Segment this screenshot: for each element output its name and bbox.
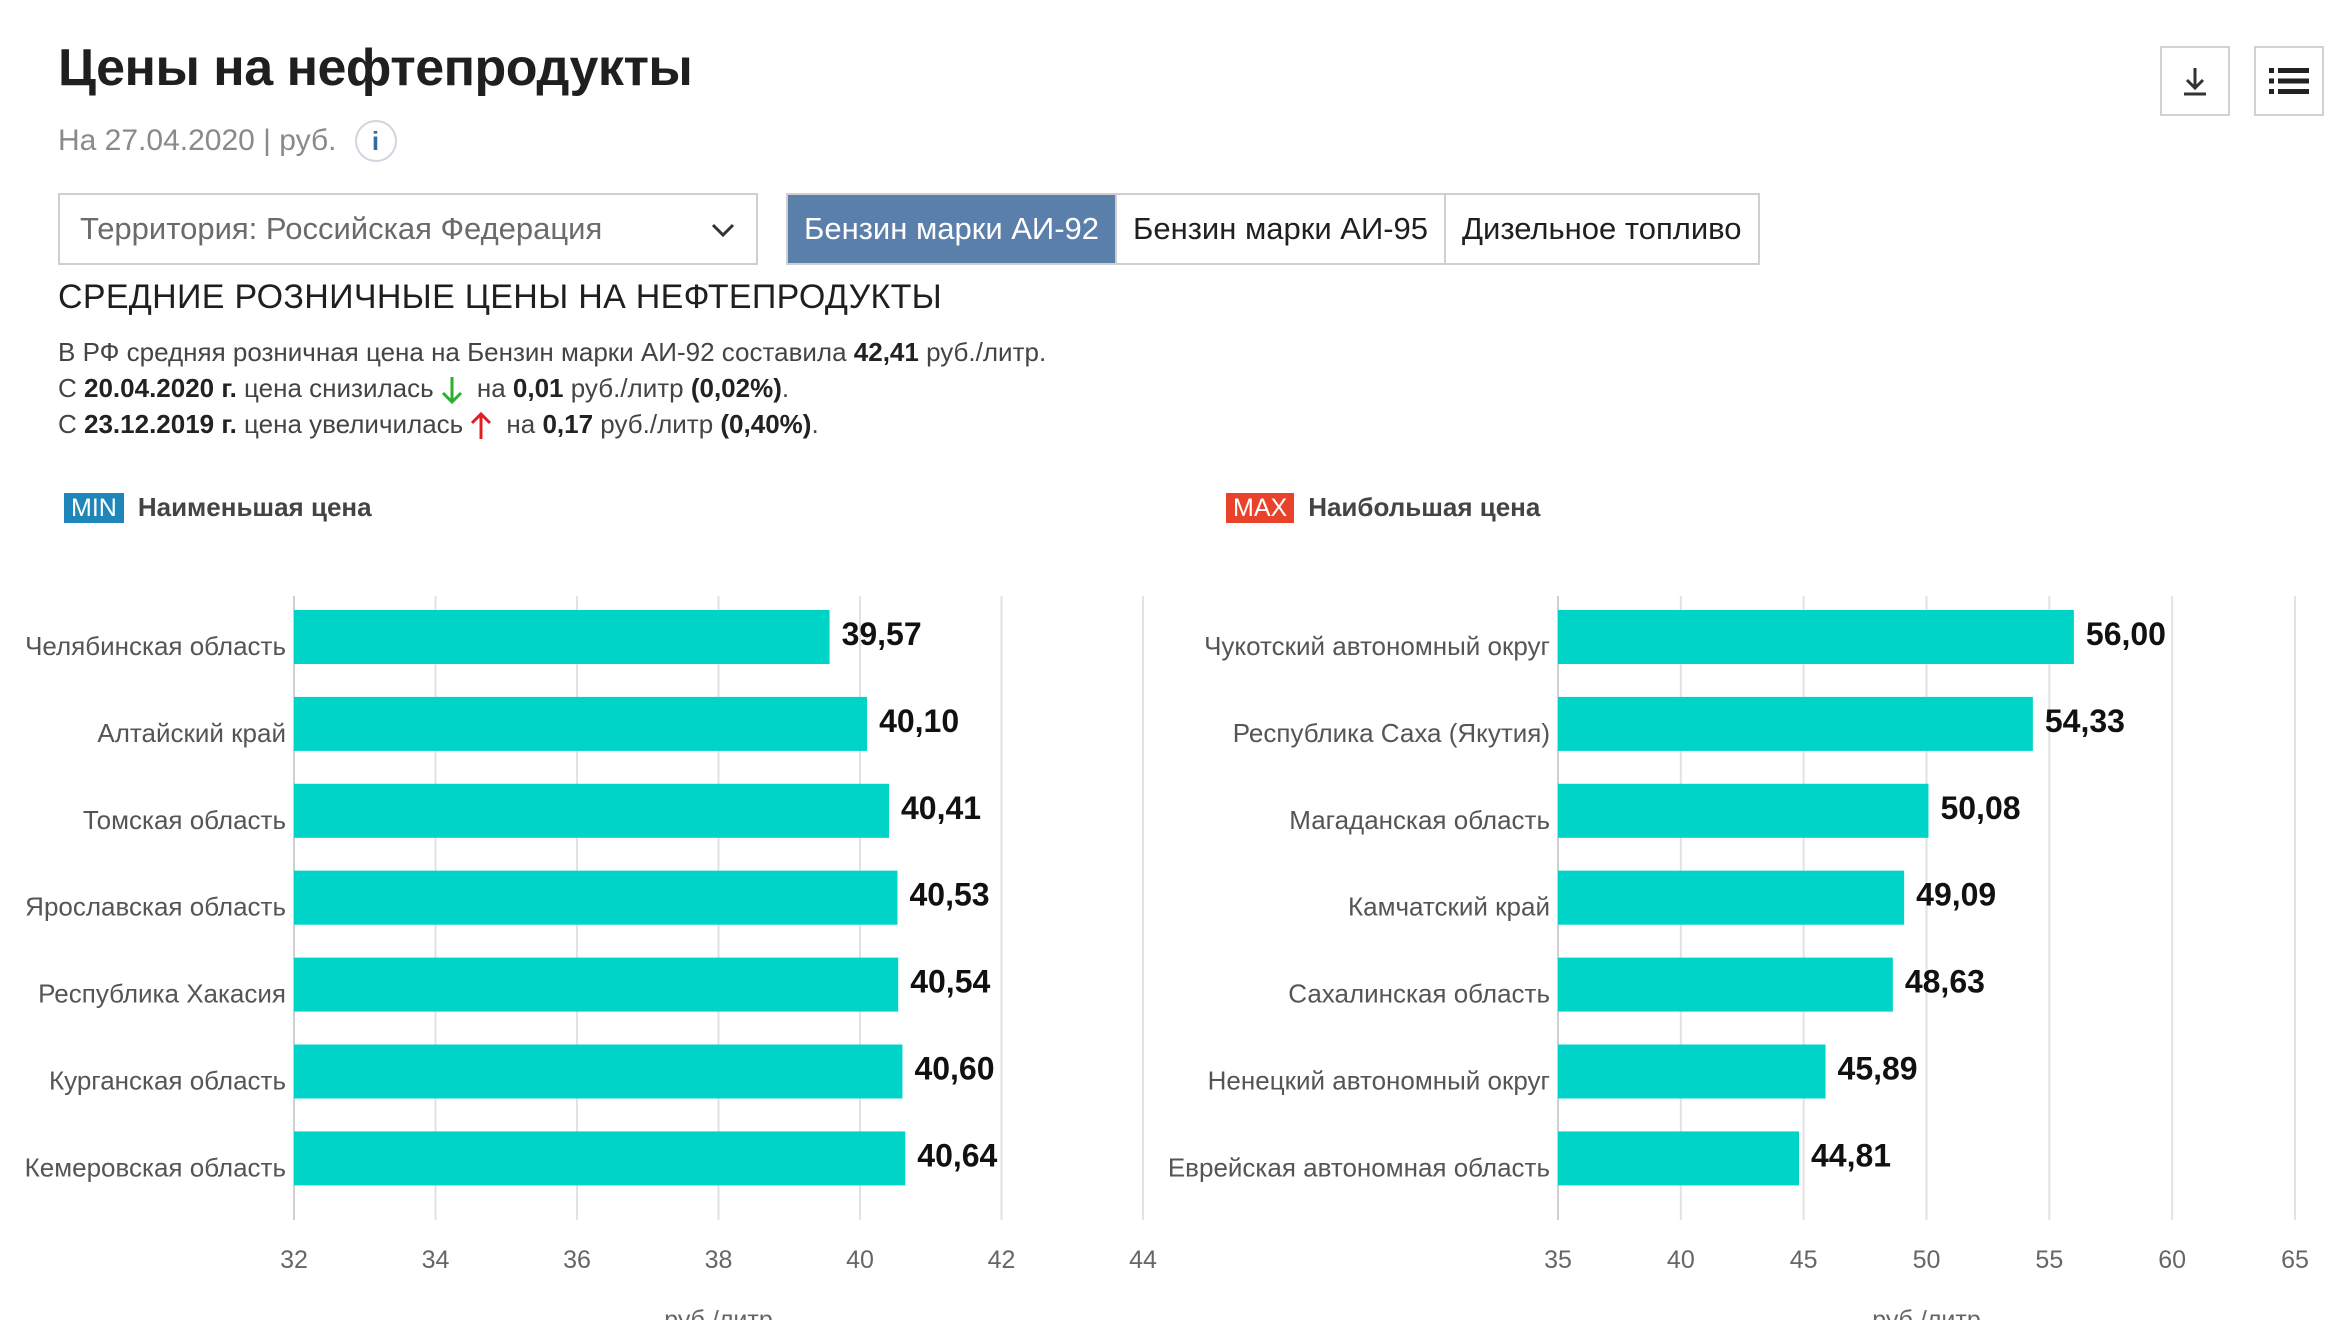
arrow-up-icon — [471, 412, 492, 440]
min-chart-value-label: 40,64 — [917, 1137, 997, 1173]
max-chart-category-label: Ненецкий автономный округ — [1208, 1066, 1550, 1096]
download-icon — [2184, 68, 2206, 96]
max-chart-category-label: Республика Саха (Якутия) — [1233, 718, 1550, 748]
tab-ai-92[interactable]: Бензин марки АИ-92 — [788, 195, 1118, 263]
min-chart-bar[interactable] — [294, 610, 830, 664]
legend-max: MAX Наибольшая цена — [1226, 492, 1540, 523]
min-chart-bar[interactable] — [294, 870, 898, 925]
max-chart-tick-label: 45 — [1790, 1246, 1818, 1274]
min-chart-tick-label: 36 — [563, 1246, 591, 1274]
max-chart-value-label: 50,08 — [1940, 790, 2020, 826]
max-chart-tick-label: 60 — [2158, 1246, 2186, 1274]
min-chart-bar[interactable] — [294, 1044, 903, 1099]
min-chart-category-label: Республика Хакасия — [38, 979, 286, 1009]
min-chart-tick-label: 32 — [280, 1246, 308, 1274]
min-chart-bar[interactable] — [294, 1131, 906, 1186]
page-title: Цены на нефтепродукты — [58, 39, 693, 97]
territory-select[interactable]: Территория: Российская Федерация — [58, 193, 758, 265]
max-chart-tick-label: 55 — [2035, 1246, 2063, 1274]
max-chart-value-label: 54,33 — [2045, 703, 2125, 739]
min-chart-tick-label: 42 — [988, 1246, 1016, 1274]
max-chart-category-label: Сахалинская область — [1288, 979, 1550, 1009]
min-badge: MIN — [64, 492, 124, 523]
min-chart-bar[interactable] — [294, 696, 868, 751]
section-heading: СРЕДНИЕ РОЗНИЧНЫЕ ЦЕНЫ НА НЕФТЕПРОДУКТЫ — [58, 278, 943, 316]
max-chart-category-label: Камчатский край — [1348, 892, 1550, 922]
page-subtitle: На 27.04.2020 | руб. i — [58, 120, 397, 162]
legend-min: MIN Наименьшая цена — [64, 492, 372, 523]
min-chart-bar[interactable] — [294, 957, 899, 1012]
max-badge: MAX — [1226, 492, 1295, 523]
max-chart-value-label: 56,00 — [2086, 616, 2166, 652]
tab-ai-95[interactable]: Бензин марки АИ-95 — [1117, 195, 1447, 263]
tab-diesel[interactable]: Дизельное топливо — [1462, 211, 1742, 246]
max-price-chart: 35 40 45 50 55 60 65 Чукотский автономный округ… — [1168, 596, 2309, 1320]
max-chart-bar[interactable] — [1558, 696, 2033, 751]
min-chart-value-label: 40,53 — [909, 877, 989, 913]
max-chart-tick-label: 40 — [1667, 1246, 1695, 1274]
max-chart-tick-label: 35 — [1544, 1246, 1572, 1274]
min-chart-bar[interactable] — [294, 783, 890, 838]
max-chart-tick-label: 65 — [2281, 1246, 2309, 1274]
max-chart-tick-label: 50 — [1913, 1246, 1941, 1274]
download-button[interactable] — [2160, 46, 2230, 116]
date-unit-label: На 27.04.2020 | руб. — [58, 124, 337, 157]
info-icon[interactable]: i — [354, 120, 397, 162]
max-chart-bar[interactable] — [1558, 1044, 1826, 1099]
max-chart-bar[interactable] — [1558, 957, 1893, 1012]
max-chart-value-label: 49,09 — [1916, 877, 1996, 913]
min-chart-category-label: Челябинская область — [25, 631, 286, 661]
arrow-down-icon — [441, 377, 462, 405]
max-chart-category-label: Еврейская автономная область — [1168, 1152, 1550, 1182]
chevron-down-icon — [711, 223, 735, 238]
min-chart-category-label: Томская область — [83, 805, 286, 835]
max-chart-value-label: 45,89 — [1838, 1051, 1918, 1087]
menu-button[interactable] — [2254, 46, 2324, 116]
max-chart-bar[interactable] — [1558, 783, 1929, 838]
max-chart-value-label: 44,81 — [1811, 1137, 1891, 1173]
territory-select-value: Территория: Российская Федерация — [80, 211, 603, 246]
min-chart-tick-label: 38 — [705, 1246, 733, 1274]
min-chart-axis-title: руб./литр — [664, 1306, 773, 1320]
summary-line-year: С 23.12.2019 г. цена увеличилась на 0,17… — [58, 406, 1046, 442]
min-chart-value-label: 40,10 — [879, 703, 959, 739]
min-chart-category-label: Кемеровская область — [25, 1152, 286, 1182]
min-chart-value-label: 40,54 — [910, 964, 990, 1000]
max-legend-label: Наибольшая цена — [1308, 492, 1541, 522]
min-price-chart: 32 34 36 38 40 42 44 Челябинская область 39,57 Ал… — [25, 596, 1157, 1320]
summary-line-week: С 20.04.2020 г. цена снизилась на 0,01 р… — [58, 370, 1046, 406]
min-chart-tick-label: 34 — [422, 1246, 450, 1274]
list-icon — [2269, 68, 2309, 94]
min-chart-value-label: 39,57 — [842, 616, 922, 652]
min-chart-category-label: Курганская область — [49, 1066, 286, 1096]
max-chart-bar[interactable] — [1558, 1131, 1799, 1186]
max-chart-bar[interactable] — [1558, 870, 1905, 925]
min-chart-value-label: 40,60 — [914, 1051, 994, 1087]
max-chart-bar[interactable] — [1558, 610, 2074, 664]
max-chart-category-label: Чукотский автономный округ — [1204, 631, 1550, 661]
summary-line-average: В РФ средняя розничная цена на Бензин ма… — [58, 337, 1047, 367]
max-chart-category-label: Магаданская область — [1289, 805, 1550, 835]
price-summary: В РФ средняя розничная цена на Бензин ма… — [58, 334, 1046, 442]
min-chart-category-label: Алтайский край — [97, 718, 286, 748]
min-chart-value-label: 40,41 — [901, 790, 981, 826]
max-chart-value-label: 48,63 — [1905, 964, 1985, 1000]
min-chart-tick-label: 40 — [846, 1246, 874, 1274]
fuel-type-tabs: Бензин марки АИ-92 Бензин марки АИ-95 Ди… — [786, 193, 1760, 265]
min-chart-tick-label: 44 — [1129, 1246, 1157, 1274]
max-chart-axis-title: руб./литр — [1872, 1306, 1981, 1320]
min-chart-category-label: Ярославская область — [25, 892, 286, 922]
min-legend-label: Наименьшая цена — [137, 492, 372, 522]
